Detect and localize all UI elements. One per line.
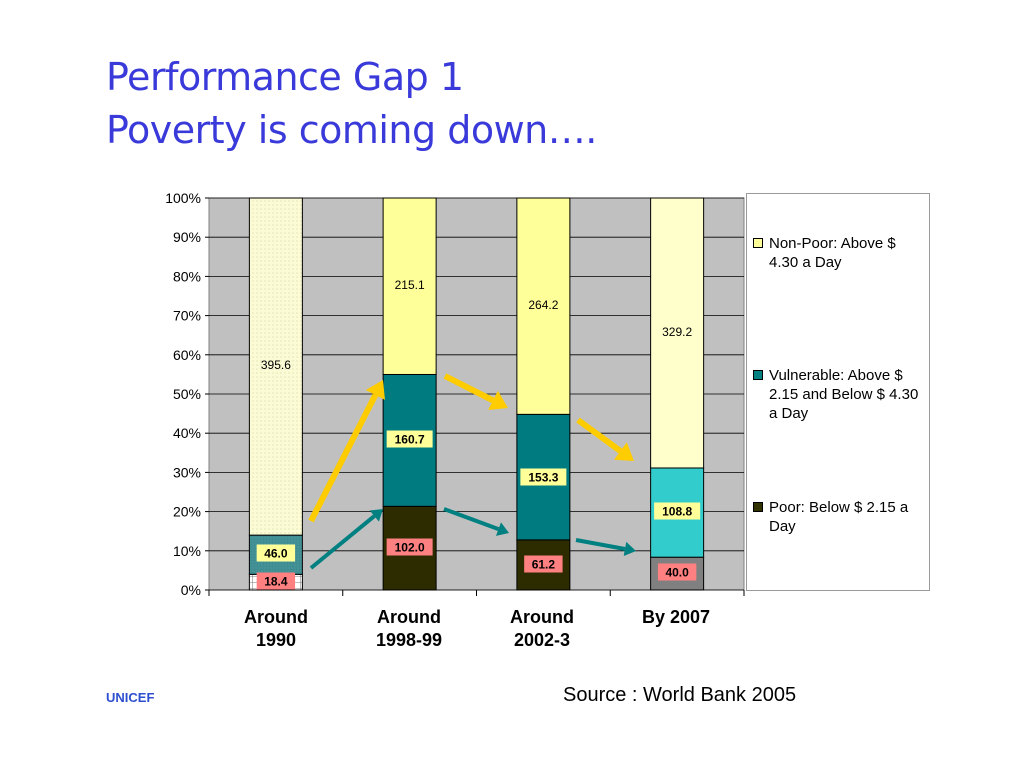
y-tick-label: 60% <box>173 347 201 363</box>
arrow-yellow-2-shaft <box>443 373 495 404</box>
data-label-poor: 61.2 <box>532 558 556 572</box>
arrow-teal-3 <box>575 538 636 557</box>
legend-label-poor: Poor: Below $ 2.15 a Day <box>769 499 909 535</box>
bar-segment <box>382 197 437 375</box>
data-label-vulnerable: 46.0 <box>264 547 288 561</box>
arrow-teal-2-shaft <box>443 507 500 531</box>
legend-swatch-vulnerable <box>753 370 763 380</box>
x-axis-label-2007: By 2007 <box>616 606 736 629</box>
slide-title: Performance Gap 1 <box>106 55 464 99</box>
bar-segment <box>516 197 571 415</box>
y-tick-label: 80% <box>173 268 201 284</box>
data-label-non-poor: 215.1 <box>395 278 425 292</box>
y-tick-label: 40% <box>173 425 201 441</box>
arrow-teal-1-shaft <box>309 514 376 570</box>
arrow-teal-2 <box>443 507 509 536</box>
data-label-poor-bg <box>657 563 697 581</box>
source-note: Source : World Bank 2005 <box>563 684 797 706</box>
data-label-poor: 18.4 <box>264 575 288 589</box>
data-label-vulnerable: 160.7 <box>395 433 425 447</box>
x-axis-label-line: Around <box>510 607 574 627</box>
x-axis-label-line: 2002-3 <box>513 630 571 650</box>
data-label-non-poor: 264.2 <box>528 298 558 312</box>
data-label-vulnerable: 153.3 <box>528 471 558 485</box>
x-axis-label-line: Around <box>377 607 441 627</box>
data-label-vulnerable-bg <box>386 430 433 448</box>
arrow-teal-3-shaft <box>575 538 626 551</box>
legend-swatch-non-poor <box>753 238 763 248</box>
data-label-poor-bg <box>524 555 563 573</box>
legend-swatch-poor <box>753 502 763 512</box>
data-label-vulnerable-bg <box>520 468 567 486</box>
data-label-poor-bg <box>386 538 433 556</box>
arrow-teal-2-head <box>495 522 509 536</box>
data-label-non-poor: 329.2 <box>662 325 692 339</box>
arrow-yellow-1 <box>308 380 385 523</box>
y-tick-label: 70% <box>173 308 201 324</box>
arrow-yellow-3-shaft <box>576 417 623 454</box>
legend-label-non-poor: Non-Poor: Above $ 4.30 a Day <box>769 235 896 271</box>
x-axis-label-line: By 2007 <box>641 607 711 627</box>
data-label-vulnerable: 108.8 <box>662 505 692 519</box>
y-tick-label: 90% <box>173 229 201 245</box>
chart-legend: Non-Poor: Above $ 4.30 a Day Vulnerable:… <box>746 193 930 591</box>
arrow-teal-1-head <box>369 509 383 522</box>
x-axis-label-2002: Around 2002-3 <box>482 606 602 652</box>
y-tick-label: 10% <box>173 543 201 559</box>
bar-segment <box>248 197 303 536</box>
x-axis-label-line: 1990 <box>255 630 297 650</box>
arrow-yellow-2-head <box>488 390 508 411</box>
y-tick-label: 30% <box>173 464 201 480</box>
y-tick-label: 0% <box>181 582 201 598</box>
data-label-poor-bg <box>256 572 296 590</box>
y-tick-label: 20% <box>173 504 201 520</box>
data-label-vulnerable-bg <box>256 544 296 562</box>
x-axis-label-line: 1998-99 <box>375 630 443 650</box>
data-label-poor: 40.0 <box>665 566 689 580</box>
arrow-yellow-1-shaft <box>308 393 379 523</box>
arrow-yellow-3 <box>576 417 634 461</box>
arrow-yellow-3-head <box>614 442 634 461</box>
data-label-non-poor: 395.6 <box>261 358 291 372</box>
data-label-poor: 102.0 <box>395 541 425 555</box>
x-axis-label-line: Around <box>244 607 308 627</box>
arrow-teal-1 <box>309 509 383 570</box>
arrow-yellow-2 <box>443 373 508 411</box>
unicef-label: UNICEF <box>106 690 155 705</box>
x-axis-label-1998: Around 1998-99 <box>349 606 469 652</box>
y-tick-label: 50% <box>173 386 201 402</box>
legend-label-vulnerable: Vulnerable: Above $ 2.15 and Below $ 4.3… <box>769 367 919 422</box>
slide-subtitle: Poverty is coming down…. <box>106 108 597 152</box>
x-axis-label-1990: Around 1990 <box>216 606 336 652</box>
y-tick-label: 100% <box>165 190 201 206</box>
bar-segment <box>650 197 705 469</box>
arrow-teal-3-head <box>623 541 636 557</box>
arrow-yellow-1-head <box>365 380 385 400</box>
data-label-vulnerable-bg <box>654 502 701 520</box>
